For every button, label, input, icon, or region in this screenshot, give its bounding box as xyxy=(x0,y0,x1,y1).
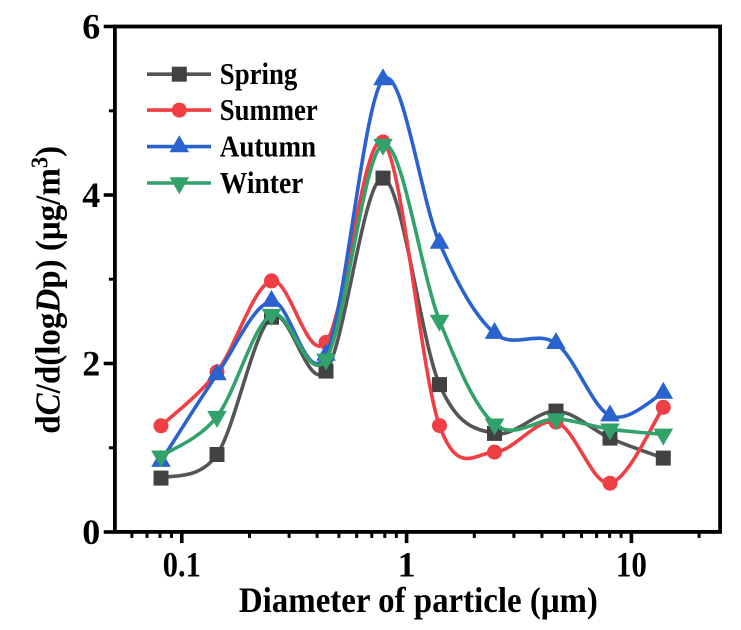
svg-text:Autumn: Autumn xyxy=(220,129,316,164)
svg-text:10: 10 xyxy=(616,545,647,585)
svg-text:Spring: Spring xyxy=(220,56,298,91)
svg-text:0: 0 xyxy=(82,512,100,552)
svg-text:0.1: 0.1 xyxy=(163,545,201,585)
svg-text:Summer: Summer xyxy=(220,92,318,127)
svg-text:dC/d(logDp) (μg/m3): dC/d(logDp) (μg/m3) xyxy=(28,146,68,434)
svg-text:1: 1 xyxy=(398,545,416,585)
svg-text:Diameter of particle (μm): Diameter of particle (μm) xyxy=(239,580,598,620)
svg-text:2: 2 xyxy=(82,343,100,383)
svg-text:6: 6 xyxy=(82,6,100,46)
svg-text:Winter: Winter xyxy=(220,165,304,200)
svg-text:4: 4 xyxy=(82,175,100,215)
